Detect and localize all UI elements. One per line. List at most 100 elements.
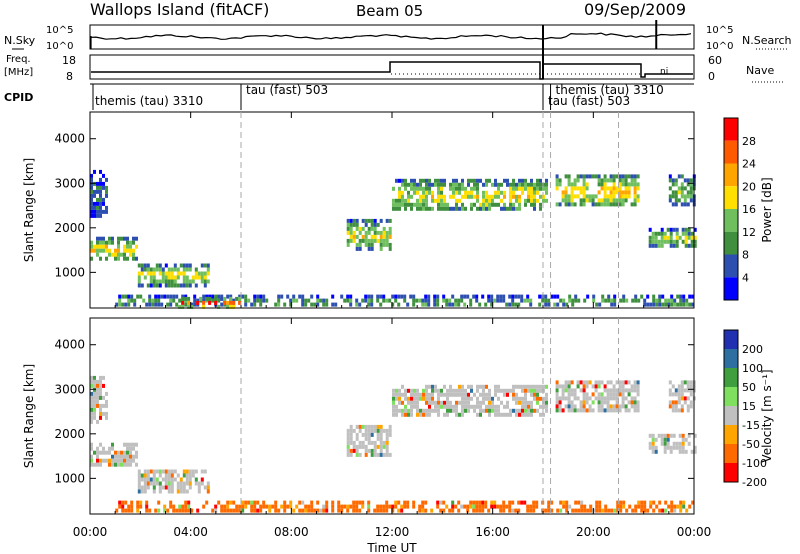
echo-cell xyxy=(445,302,449,307)
echo-cell xyxy=(102,201,105,206)
echo-cell xyxy=(206,267,210,272)
echo-cell xyxy=(597,404,601,409)
echo-cell xyxy=(592,298,596,303)
echo-cell xyxy=(585,182,589,187)
echo-cell xyxy=(573,182,577,187)
echo-cell xyxy=(395,392,398,397)
echo-cell xyxy=(530,392,533,397)
echo-cell xyxy=(618,198,622,203)
echo-cell xyxy=(355,436,359,441)
echo-cell xyxy=(585,186,589,191)
echo-cell xyxy=(624,174,628,179)
nsky-tick-top: 10^5 xyxy=(46,25,73,36)
echo-cell xyxy=(518,396,521,401)
echo-cell xyxy=(582,190,586,195)
echo-cell xyxy=(102,403,105,408)
echo-cell xyxy=(648,227,652,232)
echo-cell xyxy=(600,202,604,207)
echo-cell xyxy=(601,294,605,299)
echo-cell xyxy=(609,380,613,385)
echo-cell xyxy=(167,267,171,272)
echo-cell xyxy=(568,294,572,299)
echo-cell xyxy=(618,392,622,397)
echo-cell xyxy=(654,243,658,248)
echo-cell xyxy=(382,234,386,239)
echo-cell xyxy=(292,508,296,513)
echo-cell xyxy=(401,182,404,187)
echo-cell xyxy=(683,380,687,385)
echo-cell xyxy=(316,298,320,303)
echo-cell xyxy=(521,412,524,417)
echo-cell xyxy=(367,428,371,433)
echo-cell xyxy=(127,508,131,513)
echo-cell xyxy=(114,256,117,261)
echo-cell xyxy=(612,190,616,195)
echo-cell xyxy=(512,408,515,413)
echo-cell xyxy=(461,412,464,417)
echo-cell xyxy=(90,454,93,459)
echo-cell xyxy=(485,392,488,397)
echo-cell xyxy=(664,298,668,303)
nsky-trace xyxy=(90,32,692,49)
echo-cell xyxy=(530,194,533,199)
echo-cell xyxy=(686,182,690,187)
echo-cell xyxy=(657,433,661,438)
echo-cell xyxy=(117,236,120,241)
echo-cell xyxy=(397,508,401,513)
echo-cell xyxy=(410,400,413,405)
echo-cell xyxy=(298,500,302,505)
echo-cell xyxy=(277,508,281,513)
echo-cell xyxy=(370,432,374,437)
echo-cell xyxy=(367,436,371,441)
echo-cell xyxy=(167,485,171,490)
echo-cell xyxy=(355,242,359,247)
echo-cell xyxy=(461,178,464,183)
echo-cell xyxy=(298,508,302,513)
echo-cell xyxy=(244,504,248,509)
echo-cell xyxy=(573,404,577,409)
echo-cell xyxy=(295,504,299,509)
echo-cell xyxy=(567,408,571,413)
echo-cell xyxy=(597,384,601,389)
echo-cell xyxy=(499,504,503,509)
echo-cell xyxy=(90,205,93,210)
echo-cell xyxy=(439,500,443,505)
echo-cell xyxy=(443,206,446,211)
echo-cell xyxy=(124,500,128,505)
echo-cell xyxy=(197,489,201,494)
echo-cell xyxy=(238,300,242,305)
echo-cell xyxy=(404,198,407,203)
echo-cell xyxy=(364,242,368,247)
echo-cell xyxy=(340,504,344,509)
echo-cell xyxy=(651,231,655,236)
echo-cell xyxy=(370,238,374,243)
echo-cell xyxy=(310,294,314,299)
echo-cell xyxy=(683,178,687,183)
echo-cell xyxy=(604,298,608,303)
echo-cell xyxy=(143,275,147,280)
echo-cell xyxy=(487,294,491,299)
echo-cell xyxy=(129,446,132,451)
echo-cell xyxy=(499,298,503,303)
echo-cell xyxy=(506,178,509,183)
echo-cell xyxy=(123,244,126,249)
echo-cell xyxy=(376,294,380,299)
echo-cell xyxy=(524,186,527,191)
echo-cell xyxy=(93,379,96,384)
echo-cell xyxy=(235,504,239,509)
echo-cell xyxy=(555,202,559,207)
echo-cell xyxy=(188,477,192,482)
echo-cell xyxy=(143,485,147,490)
echo-cell xyxy=(400,504,404,509)
echo-cell xyxy=(149,469,153,474)
echo-cell xyxy=(385,448,389,453)
echo-cell xyxy=(606,396,610,401)
echo-cell xyxy=(609,174,613,179)
echo-cell xyxy=(120,454,123,459)
echo-cell xyxy=(478,302,482,307)
echo-cell xyxy=(229,296,233,301)
echo-cell xyxy=(108,458,111,463)
echo-cell xyxy=(117,454,120,459)
echo-cell xyxy=(532,500,536,505)
